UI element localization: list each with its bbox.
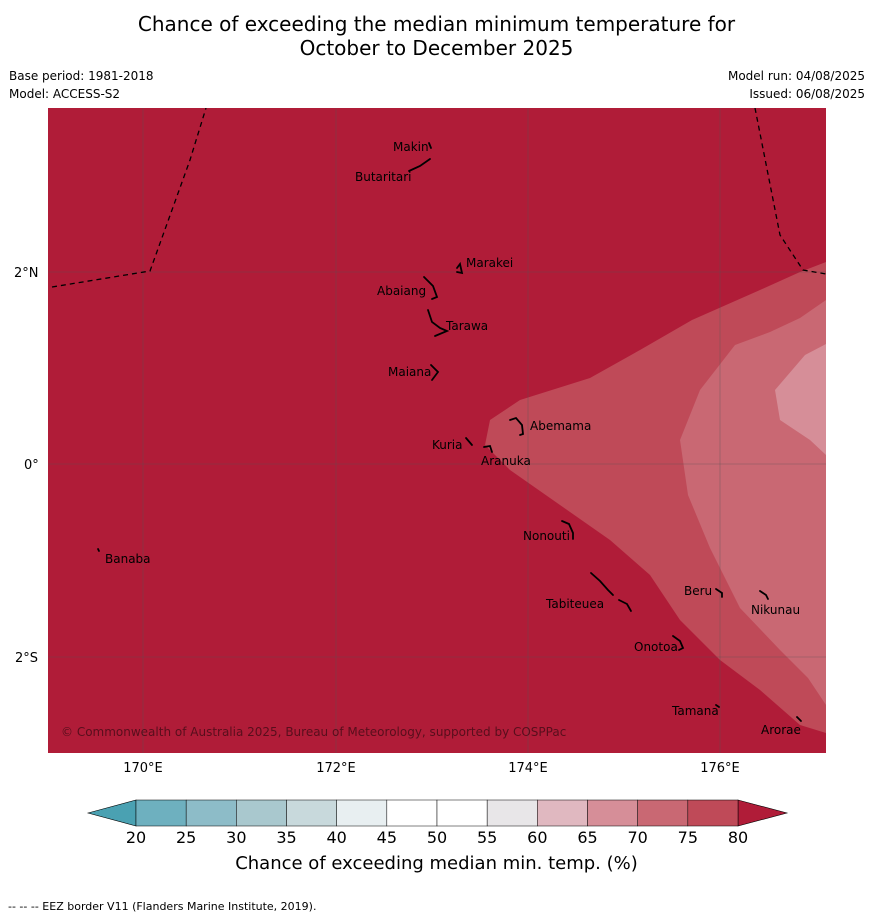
island-maiana xyxy=(430,364,440,381)
colorbar-label: 45 xyxy=(376,828,397,847)
colorbar-label: 80 xyxy=(727,828,749,847)
island-marakei xyxy=(456,261,464,275)
map-title: Chance of exceeding the median minimum t… xyxy=(0,12,873,60)
issued-date: Issued: 06/08/2025 xyxy=(749,87,865,101)
colorbar-bin xyxy=(687,799,739,827)
gridlines xyxy=(48,108,826,753)
copyright-notice: © Commonwealth of Australia 2025, Bureau… xyxy=(61,725,566,739)
island-abaiang xyxy=(423,276,439,300)
colorbar-bin xyxy=(486,799,538,827)
colorbar-bin xyxy=(185,799,237,827)
island-nonouti xyxy=(561,520,574,540)
island-tarawa xyxy=(427,309,450,337)
colorbar-title: Chance of exceeding median min. temp. (%… xyxy=(235,853,638,874)
band-65-70 xyxy=(775,344,826,455)
island-abemama xyxy=(509,416,524,436)
lat-tick-2s: 2°S xyxy=(15,651,38,666)
lon-tick-170e: 170°E xyxy=(123,761,163,776)
colorbar-bin xyxy=(286,799,337,827)
island-butaritari xyxy=(408,158,431,172)
place-label-arorae: Arorae xyxy=(761,723,801,737)
island-kuria xyxy=(465,437,473,446)
base-period: Base period: 1981-2018 xyxy=(9,69,154,83)
colorbar-bin xyxy=(587,799,638,827)
island-tamana xyxy=(715,704,720,708)
place-label-aranuka: Aranuka xyxy=(481,454,531,468)
island-nikunau xyxy=(759,590,769,600)
model-run: Model run: 04/08/2025 xyxy=(727,69,865,83)
colorbar-label: 35 xyxy=(276,828,297,847)
title-line-2: October to December 2025 xyxy=(299,36,574,60)
island-arorae xyxy=(796,716,802,722)
lat-tick-labels: 2°N 0° 2°S xyxy=(14,266,39,666)
place-label-nikunau: Nikunau xyxy=(751,603,800,617)
eez-borders xyxy=(51,108,826,288)
place-label-abemama: Abemama xyxy=(530,419,591,433)
colorbar-bin xyxy=(236,799,287,827)
model-name: Model: ACCESS-S2 xyxy=(9,87,121,101)
place-label-tarawa: Tarawa xyxy=(445,319,488,333)
islands xyxy=(97,142,802,722)
colorbar-bin xyxy=(336,799,388,827)
lon-tick-172e: 172°E xyxy=(316,761,356,776)
place-label-butaritari: Butaritari xyxy=(355,170,412,184)
colorbar-bin xyxy=(436,799,488,827)
colorbar-bin xyxy=(637,799,689,827)
colorbar xyxy=(86,799,789,827)
colorbar-label: 20 xyxy=(125,828,147,847)
island-aranuka xyxy=(483,444,493,453)
colorbar-label: 40 xyxy=(326,828,347,847)
colorbar-label: 60 xyxy=(527,828,548,847)
lon-tick-176e: 176°E xyxy=(700,761,740,776)
island-beru xyxy=(715,588,723,598)
island-makin xyxy=(428,142,432,149)
colorbar-label: 65 xyxy=(577,828,598,847)
place-label-tabiteuea: Tabiteuea xyxy=(545,597,604,611)
meta-left: Base period: 1981-2018 Model: ACCESS-S2 xyxy=(9,67,154,103)
lon-tick-174e: 174°E xyxy=(508,761,548,776)
lat-tick-0: 0° xyxy=(24,458,39,473)
place-label-nonouti: Nonouti xyxy=(523,529,570,543)
colorbar-label: 75 xyxy=(677,828,698,847)
colorbar-label: 25 xyxy=(175,828,197,847)
place-label-tamana: Tamana xyxy=(671,704,719,718)
place-label-kuria: Kuria xyxy=(432,438,463,452)
colorbar-over-arrow xyxy=(737,799,789,827)
colorbar-label: 30 xyxy=(226,828,247,847)
eez-footer-note: -- -- -- EEZ border V11 (Flanders Marine… xyxy=(8,900,317,913)
place-label-maiana: Maiana xyxy=(388,365,431,379)
island-onotoa xyxy=(672,635,685,651)
place-label-beru: Beru xyxy=(684,584,712,598)
colorbar-bin xyxy=(386,799,438,827)
place-label-banaba: Banaba xyxy=(105,552,151,566)
colorbar-bin xyxy=(537,799,588,827)
lat-tick-2n: 2°N xyxy=(14,266,39,281)
place-label-marakei: Marakei xyxy=(466,256,513,270)
meta-right: Model run: 04/08/2025 Issued: 06/08/2025 xyxy=(728,67,865,103)
island-banaba xyxy=(97,548,100,552)
island-tabiteuea xyxy=(590,572,632,612)
colorbar-under-arrow xyxy=(86,799,137,827)
lon-tick-labels: 170°E 172°E 174°E 176°E xyxy=(123,761,740,776)
place-label-makin: Makin xyxy=(393,140,429,154)
title-line-1: Chance of exceeding the median minimum t… xyxy=(137,12,736,36)
place-label-abaiang: Abaiang xyxy=(377,284,426,298)
colorbar-label: 50 xyxy=(426,828,448,847)
colorbar-label: 70 xyxy=(627,828,648,847)
colorbar-bin xyxy=(135,799,187,827)
place-labels: Makin Butaritari Marakei Abaiang Tarawa … xyxy=(105,140,801,737)
colorbar-label: 55 xyxy=(476,828,498,847)
place-label-onotoa: Onotoa xyxy=(634,640,678,654)
